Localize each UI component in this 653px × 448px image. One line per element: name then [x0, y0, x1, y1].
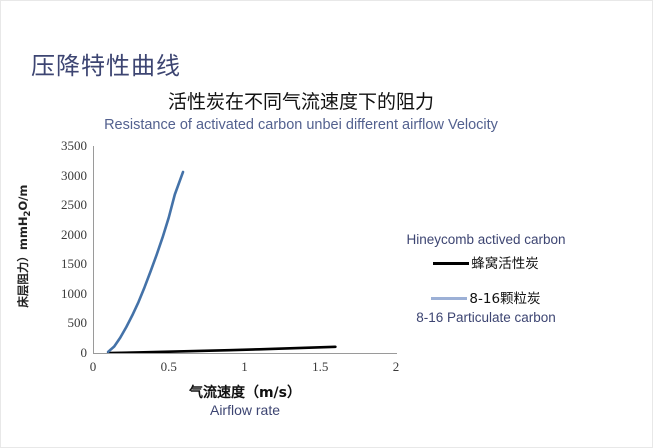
chart-legend: Hineycomb actived carbon 蜂窝活性炭 8-16颗粒炭 8…	[371, 232, 601, 342]
legend-caption-particulate-en: 8-16 Particulate carbon	[416, 310, 556, 325]
legend-caption-honeycomb-en: Hineycomb actived carbon	[406, 232, 566, 247]
legend-swatch-blue-icon	[431, 296, 468, 300]
chart-title-chinese: 活性炭在不同气流速度下的阻力	[167, 91, 434, 113]
y-axis-tick-labels: 0 500 1000 1500 2000 2500 3000 3500	[41, 138, 88, 360]
x-axis-tick-label: 1.5	[312, 359, 329, 374]
x-axis-tick-labels: 0 0.5 1 1.5 2	[90, 359, 403, 379]
y-axis-title-main: 床层阻力）mmH	[15, 216, 30, 308]
y-axis-tick-label: 500	[67, 315, 88, 331]
y-axis-tick-label: 1500	[61, 256, 87, 272]
y-axis-tick-label: 0	[80, 345, 88, 360]
y-axis-title-tail: O/m	[15, 184, 30, 211]
x-axis-tick-label: 0	[89, 359, 97, 374]
y-axis-tick-label: 2500	[61, 197, 87, 213]
x-axis-tick-label: 2	[392, 359, 400, 374]
y-axis-title-subscript: 2	[23, 210, 34, 217]
y-axis-tick-label: 1000	[61, 285, 87, 301]
plot-lines	[106, 170, 337, 353]
y-axis-line	[93, 146, 94, 353]
x-axis-title-english: Airflow rate	[209, 402, 281, 418]
series-line-particulate	[106, 170, 185, 353]
y-axis-title: 床层阻力）mmH2O/m	[15, 181, 33, 311]
legend-item-honeycomb: 蜂窝活性炭	[371, 252, 601, 272]
x-axis-title-chinese: 气流速度（m/s）	[188, 385, 302, 401]
y-axis-tick-label: 3000	[61, 167, 87, 183]
series-line-honeycomb	[106, 345, 337, 353]
x-axis-line	[93, 353, 397, 354]
legend-label-honeycomb: 蜂窝活性炭	[471, 256, 539, 272]
x-axis-tick-label: 1	[241, 359, 248, 374]
legend-item-particulate: 8-16颗粒炭	[371, 287, 601, 307]
page-title: 压降特性曲线	[31, 52, 181, 80]
legend-label-particulate: 8-16颗粒炭	[469, 291, 541, 307]
chart-container: 活性炭在不同气流速度下的阻力 Resistance of activated c…	[1, 87, 653, 427]
y-axis-tick-label: 2000	[61, 226, 87, 242]
y-axis-tick-label: 3500	[61, 138, 87, 153]
x-axis-tick-label: 0.5	[160, 359, 177, 374]
chart-title-english: Resistance of activated carbon unbei dif…	[104, 117, 498, 133]
legend-swatch-black-icon	[433, 261, 470, 265]
